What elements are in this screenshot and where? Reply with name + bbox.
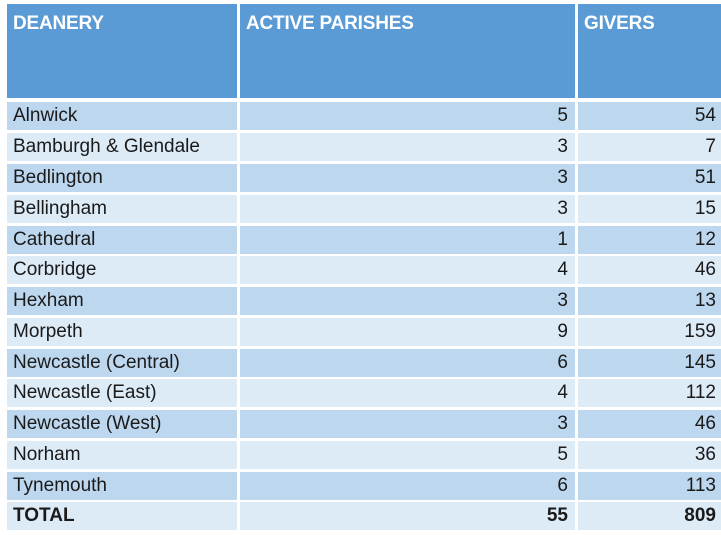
givers-cell: 51 bbox=[578, 164, 721, 192]
active-parishes-cell: 1 bbox=[240, 226, 575, 254]
total-row: TOTAL 55 809 bbox=[0, 502, 721, 530]
givers-cell: 112 bbox=[578, 379, 721, 407]
table-header-row: DEANERY ACTIVE PARISHES GIVERS bbox=[0, 4, 721, 98]
active-parishes-cell: 4 bbox=[240, 379, 575, 407]
total-givers: 809 bbox=[578, 502, 721, 530]
table-row: Corbridge 4 46 bbox=[0, 256, 721, 284]
deanery-cell: Morpeth bbox=[7, 318, 237, 346]
active-parishes-cell: 3 bbox=[240, 133, 575, 161]
table-row: Newcastle (Central) 6 145 bbox=[0, 349, 721, 377]
deanery-cell: Corbridge bbox=[7, 256, 237, 284]
table-row: Tynemouth 6 113 bbox=[0, 472, 721, 500]
deanery-cell: Bamburgh & Glendale bbox=[7, 133, 237, 161]
deanery-cell: Bedlington bbox=[7, 164, 237, 192]
active-parishes-cell: 3 bbox=[240, 410, 575, 438]
table-row: Morpeth 9 159 bbox=[0, 318, 721, 346]
table-row: Alnwick 5 54 bbox=[0, 102, 721, 130]
header-active-parishes: ACTIVE PARISHES bbox=[240, 4, 575, 98]
table-row: Cathedral 1 12 bbox=[0, 226, 721, 254]
total-label: TOTAL bbox=[7, 502, 237, 530]
active-parishes-cell: 3 bbox=[240, 195, 575, 223]
deanery-cell: Hexham bbox=[7, 287, 237, 315]
active-parishes-cell: 4 bbox=[240, 256, 575, 284]
header-givers: GIVERS bbox=[578, 4, 721, 98]
givers-cell: 46 bbox=[578, 410, 721, 438]
table-row: Norham 5 36 bbox=[0, 441, 721, 469]
active-parishes-cell: 9 bbox=[240, 318, 575, 346]
deanery-cell: Newcastle (Central) bbox=[7, 349, 237, 377]
active-parishes-cell: 5 bbox=[240, 102, 575, 130]
active-parishes-cell: 6 bbox=[240, 349, 575, 377]
givers-cell: 46 bbox=[578, 256, 721, 284]
table-row: Newcastle (East) 4 112 bbox=[0, 379, 721, 407]
givers-cell: 15 bbox=[578, 195, 721, 223]
table-row: Hexham 3 13 bbox=[0, 287, 721, 315]
givers-cell: 13 bbox=[578, 287, 721, 315]
givers-cell: 54 bbox=[578, 102, 721, 130]
deanery-cell: Newcastle (West) bbox=[7, 410, 237, 438]
givers-cell: 145 bbox=[578, 349, 721, 377]
header-deanery: DEANERY bbox=[7, 4, 237, 98]
table-row: Bedlington 3 51 bbox=[0, 164, 721, 192]
active-parishes-cell: 3 bbox=[240, 287, 575, 315]
active-parishes-cell: 6 bbox=[240, 472, 575, 500]
table-row: Bamburgh & Glendale 3 7 bbox=[0, 133, 721, 161]
givers-cell: 159 bbox=[578, 318, 721, 346]
deanery-cell: Cathedral bbox=[7, 226, 237, 254]
givers-cell: 113 bbox=[578, 472, 721, 500]
deanery-cell: Tynemouth bbox=[7, 472, 237, 500]
table-row: Newcastle (West) 3 46 bbox=[0, 410, 721, 438]
deanery-cell: Newcastle (East) bbox=[7, 379, 237, 407]
active-parishes-cell: 5 bbox=[240, 441, 575, 469]
deanery-cell: Alnwick bbox=[7, 102, 237, 130]
givers-cell: 7 bbox=[578, 133, 721, 161]
total-active-parishes: 55 bbox=[240, 502, 575, 530]
deanery-cell: Bellingham bbox=[7, 195, 237, 223]
active-parishes-cell: 3 bbox=[240, 164, 575, 192]
table-row: Bellingham 3 15 bbox=[0, 195, 721, 223]
givers-cell: 12 bbox=[578, 226, 721, 254]
deanery-cell: Norham bbox=[7, 441, 237, 469]
givers-cell: 36 bbox=[578, 441, 721, 469]
